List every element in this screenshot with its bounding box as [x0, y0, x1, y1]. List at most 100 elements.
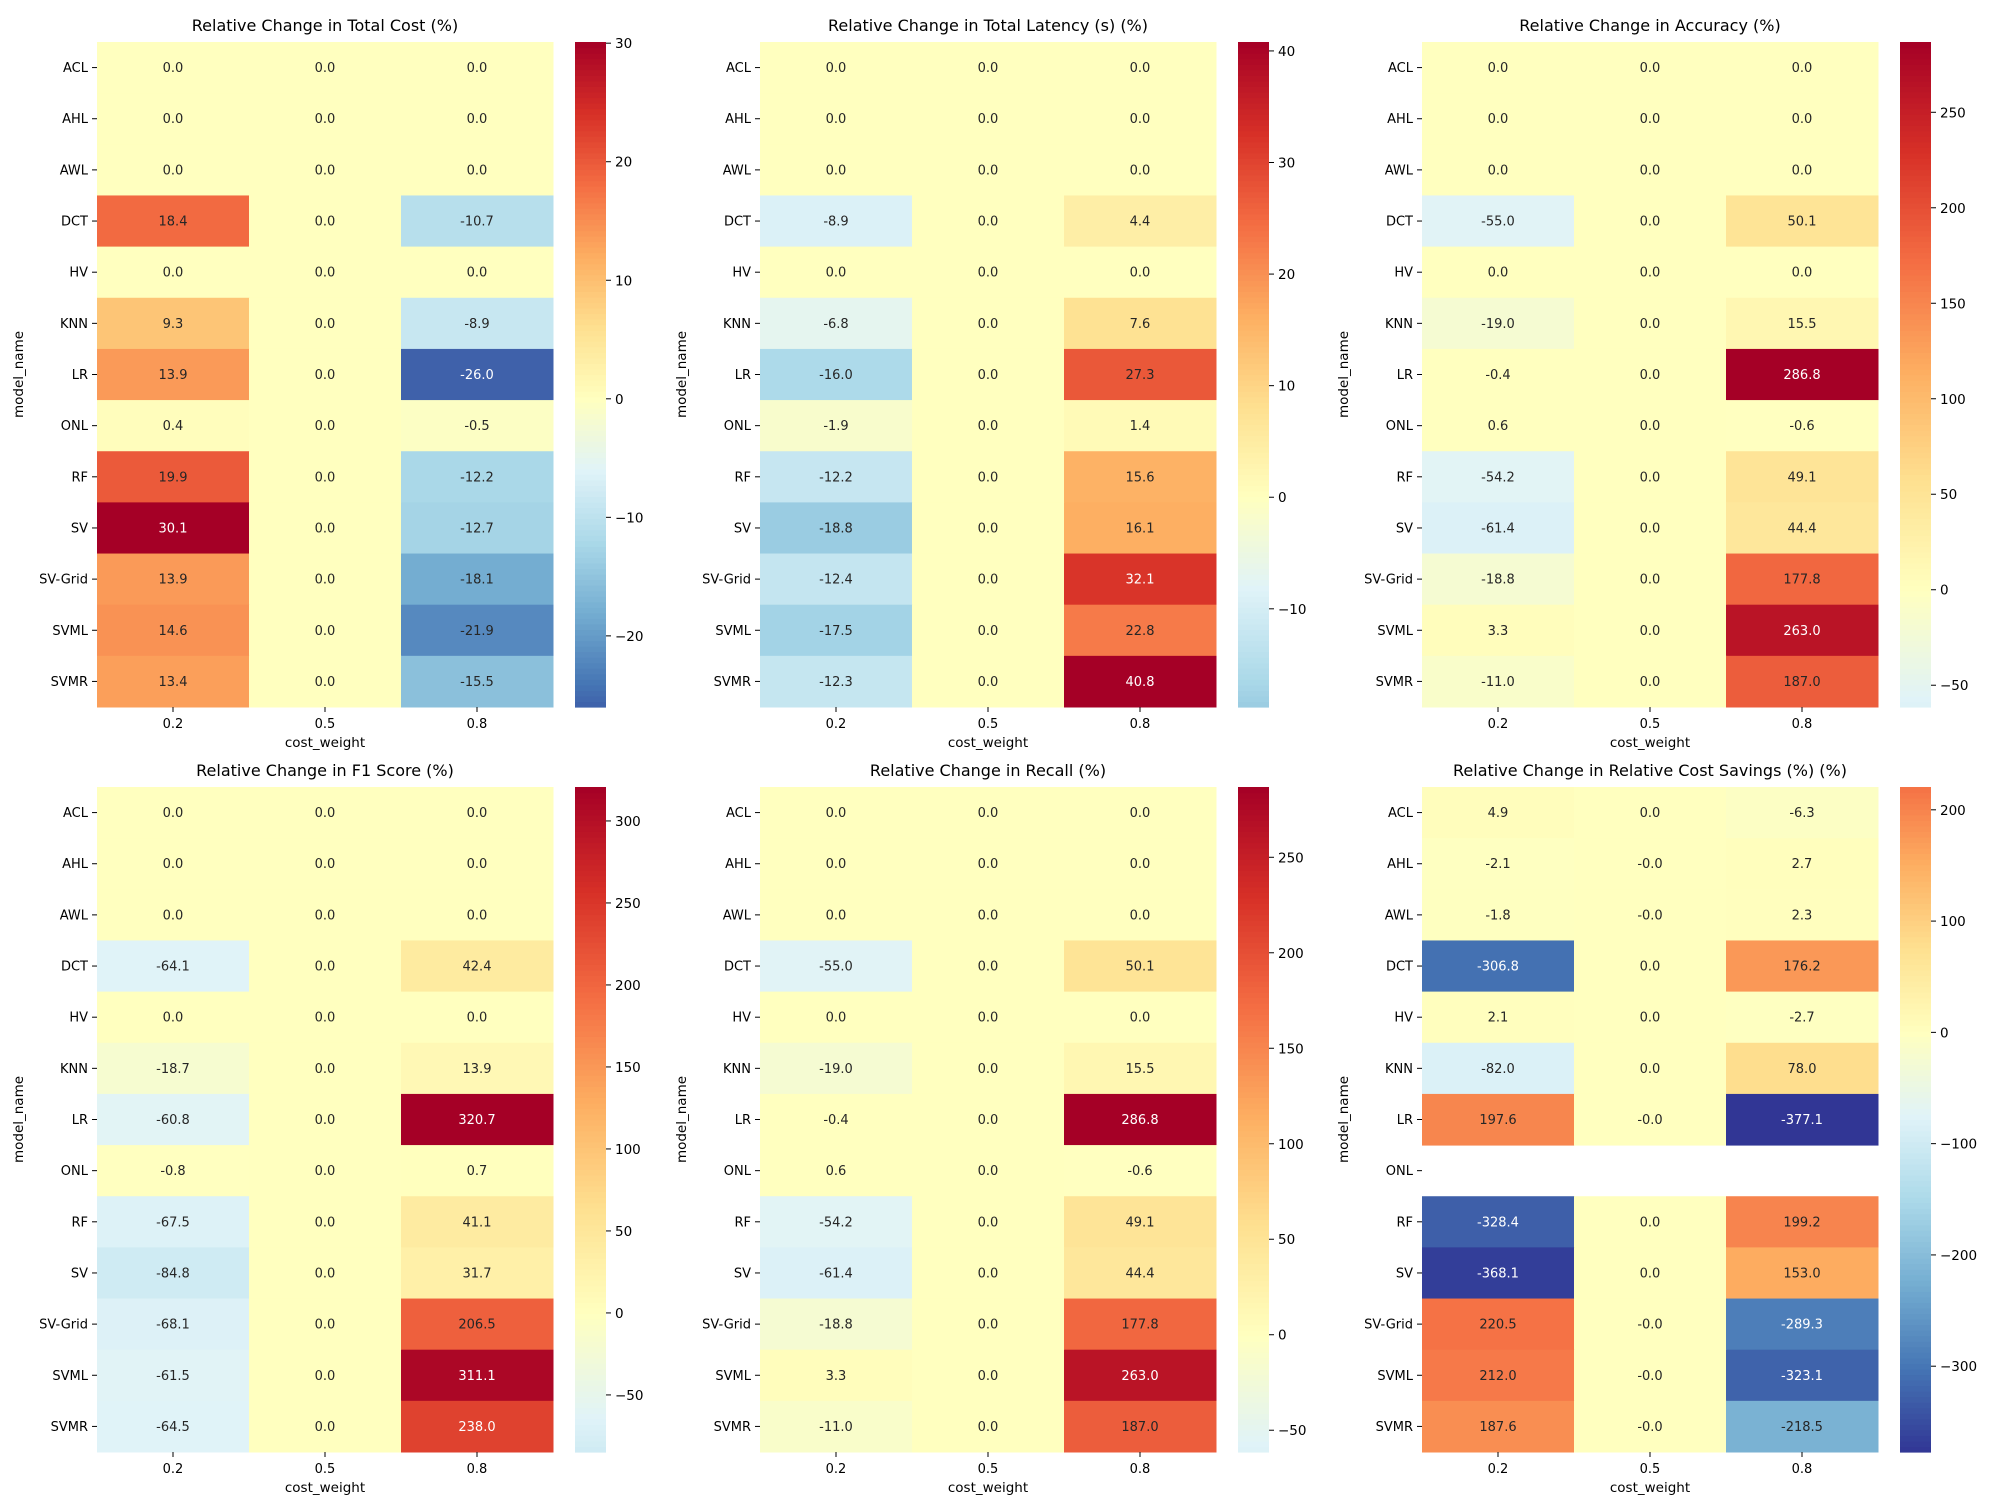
colorbar-segment	[1900, 158, 1931, 165]
heatmap-cell	[249, 1042, 402, 1095]
heatmap-cell	[912, 246, 1065, 299]
y-tick-label: AWL	[60, 908, 89, 923]
colorbar-segment	[575, 391, 606, 398]
colorbar-segment	[1238, 1335, 1269, 1342]
colorbar-segment	[575, 197, 606, 204]
heatmap-cell	[1574, 502, 1727, 555]
colorbar-segment	[1900, 1407, 1931, 1414]
x-tick-label: 0.2	[826, 717, 847, 732]
cell-value: 13.9	[159, 368, 188, 383]
colorbar-segment	[575, 562, 606, 570]
heatmap-cell	[1064, 1196, 1217, 1248]
colorbar-segment	[1238, 607, 1269, 614]
colorbar-segment	[1900, 186, 1931, 193]
colorbar-tick-label: 100	[1940, 914, 1966, 930]
colorbar-segment	[1900, 1418, 1931, 1425]
cell-value: -11.0	[819, 1420, 853, 1435]
colorbar-segment	[1900, 490, 1931, 498]
colorbar-segment	[1900, 513, 1931, 520]
colorbar-segment	[575, 1119, 606, 1126]
cell-value: 0.0	[163, 163, 184, 178]
colorbar-segment	[1900, 468, 1931, 475]
cell-value: 0.0	[1792, 163, 1813, 178]
heatmap-cell	[1422, 940, 1575, 993]
colorbar-segment	[1238, 108, 1269, 115]
heatmap-cell	[1726, 1196, 1879, 1248]
colorbar-segment	[1238, 787, 1269, 794]
colorbar-segment	[1900, 108, 1931, 115]
colorbar-segment	[1900, 803, 1931, 810]
colorbar-segment	[1238, 1357, 1269, 1364]
colorbar-segment	[1238, 1246, 1269, 1254]
heatmap-cell	[1064, 838, 1217, 890]
heatmap-cell	[1574, 553, 1727, 606]
heatmap-cell	[97, 93, 250, 145]
heatmap-cell	[401, 451, 554, 503]
colorbar-segment	[1900, 441, 1931, 448]
heatmap-cell	[1064, 1042, 1217, 1095]
colorbar-segment	[1238, 296, 1269, 304]
colorbar-segment	[575, 684, 606, 691]
y-tick-label: SV	[71, 521, 88, 536]
cell-value: 0.0	[163, 266, 184, 281]
colorbar-tick-label: −50	[1940, 678, 1969, 694]
colorbar-segment	[575, 385, 606, 392]
heatmap-panel-4: Relative Change in F1 Score (%) 0.0 0.0 0.0…	[11, 761, 644, 1496]
colorbar-segment	[575, 1191, 606, 1198]
heatmap-cell	[1574, 604, 1727, 657]
colorbar-tick-label: −50	[615, 1388, 644, 1404]
colorbar-segment	[1238, 429, 1269, 437]
cell-value: -377.1	[1781, 1113, 1823, 1128]
colorbar-tick-label: 20	[615, 155, 632, 171]
cell-value: -84.8	[156, 1266, 190, 1281]
heatmap-cell	[249, 400, 402, 452]
colorbar-segment	[1900, 1424, 1931, 1431]
colorbar-segment	[1238, 1418, 1269, 1425]
cell-value: -306.8	[1477, 960, 1519, 975]
cell-value: 0.0	[978, 1062, 999, 1077]
heatmap-cell	[401, 93, 554, 145]
colorbar-segment	[575, 191, 606, 198]
heatmap-cell	[1422, 787, 1575, 839]
colorbar-segment	[1238, 252, 1269, 259]
colorbar-segment	[575, 607, 606, 614]
colorbar-segment	[575, 803, 606, 810]
colorbar-segment	[575, 158, 606, 165]
cell-value: 50.1	[1788, 215, 1817, 230]
colorbar-segment	[1900, 814, 1931, 821]
heatmap-cell	[401, 655, 554, 708]
colorbar-segment	[1900, 1352, 1931, 1359]
heatmap-cell	[1726, 991, 1879, 1044]
cell-value: 0.0	[826, 857, 847, 872]
colorbar-segment	[1238, 908, 1269, 916]
colorbar-segment	[575, 809, 606, 816]
colorbar-segment	[1900, 224, 1931, 232]
colorbar-segment	[1238, 363, 1269, 370]
heatmap-cell	[1064, 991, 1217, 1044]
heatmap-panel-6: Relative Change in Relative Cost Savings…	[1336, 761, 1977, 1496]
colorbar-segment	[1900, 518, 1931, 525]
cell-value: 0.0	[978, 1011, 999, 1026]
cell-value: 311.1	[458, 1369, 495, 1384]
heatmap-cell	[1574, 348, 1727, 401]
colorbar-segment	[1900, 169, 1931, 176]
panel-title: Relative Change in Relative Cost Savings…	[1453, 761, 1847, 780]
colorbar-segment	[575, 1263, 606, 1270]
heatmap-cell	[1422, 195, 1575, 248]
colorbar-segment	[1238, 224, 1269, 232]
colorbar-segment	[575, 1152, 606, 1159]
colorbar-segment	[1900, 435, 1931, 442]
colorbar-segment	[575, 1313, 606, 1320]
colorbar-segment	[1238, 579, 1269, 586]
colorbar-segment	[1238, 831, 1269, 838]
cell-value: 4.4	[1130, 215, 1151, 230]
colorbar-segment	[1238, 407, 1269, 414]
colorbar-segment	[575, 1008, 606, 1015]
colorbar-segment	[575, 897, 606, 904]
cell-value: 0.0	[163, 908, 184, 923]
heatmap-cell	[1726, 246, 1879, 299]
cell-value: 49.1	[1788, 470, 1817, 485]
colorbar-segment	[575, 1097, 606, 1104]
colorbar-segment	[575, 601, 606, 608]
colorbar-segment	[1900, 346, 1931, 353]
